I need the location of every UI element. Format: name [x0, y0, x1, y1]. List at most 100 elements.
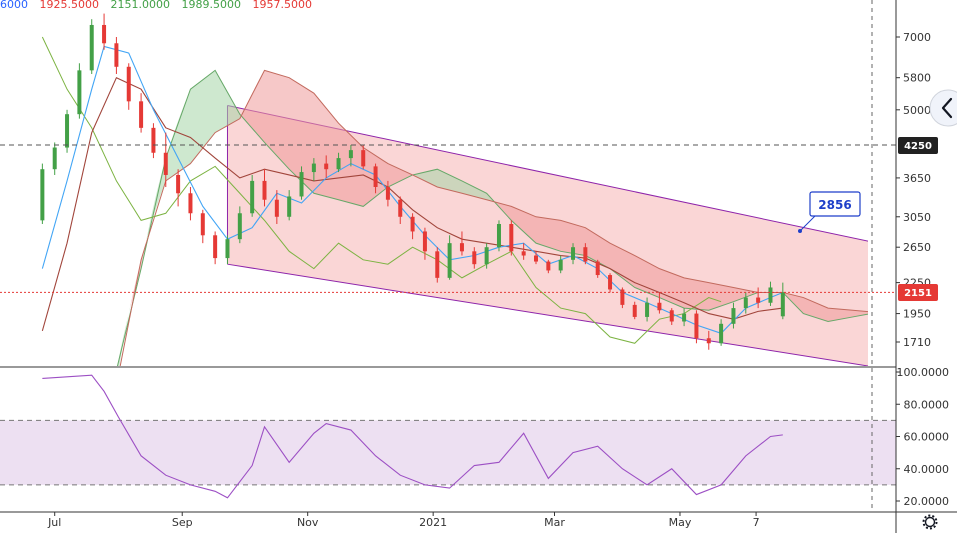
candle-body: [731, 308, 736, 324]
candle-body: [250, 180, 255, 214]
time-tick-label: May: [669, 516, 692, 529]
ohlc-value-2: 2151.0000: [111, 0, 171, 11]
candle-body: [213, 235, 218, 259]
candle-body: [89, 24, 94, 71]
candle-body: [311, 163, 316, 173]
candle-body: [719, 323, 724, 344]
candle-body: [780, 292, 785, 317]
time-tick-label: Jul: [47, 516, 61, 529]
candle-body: [299, 172, 304, 197]
candle-body: [151, 127, 156, 153]
gear-ring: [924, 516, 936, 528]
price-layer: [40, 13, 868, 366]
rsi-pane[interactable]: [0, 374, 896, 499]
callout-2856[interactable]: 2856: [798, 191, 861, 233]
ohlc-value-3: 1989.5000: [182, 0, 242, 11]
last-price-badge: 2151: [898, 284, 938, 301]
candle-body: [657, 302, 662, 311]
candle-body: [188, 193, 193, 214]
candle-body: [385, 186, 390, 200]
chevron-left-icon[interactable]: [929, 89, 957, 127]
candle-body: [200, 213, 205, 236]
candle-body: [484, 247, 489, 265]
candle-body: [398, 199, 403, 217]
channel-lower-line: [227, 263, 868, 366]
ohlc-header: 6000 1925.5000 2151.0000 1989.5000 1957.…: [0, 0, 312, 11]
candle-body: [509, 223, 514, 252]
callout-leader: [799, 215, 816, 232]
candle-body: [706, 338, 711, 344]
rsi-band-fill: [0, 420, 896, 485]
candle-body: [126, 66, 131, 102]
candle-body: [262, 180, 267, 200]
candle-body: [459, 243, 464, 252]
price-tick-label: 7000: [903, 31, 931, 44]
rsi-tick-label: 40.0000: [904, 463, 950, 476]
candle-body: [447, 243, 452, 278]
cloud-bear-segment: [496, 202, 759, 311]
candle-body: [620, 289, 625, 305]
price-tick-label: 5800: [903, 72, 931, 85]
candle-body: [682, 313, 687, 322]
candle-body: [65, 114, 70, 148]
price-tick-label: 3650: [903, 172, 931, 185]
candle-body: [77, 70, 82, 115]
rsi-tick-label: 100.0000: [897, 366, 950, 379]
last-price-text: 2151: [904, 288, 932, 299]
candle-body: [571, 247, 576, 260]
candle-body: [40, 169, 45, 221]
time-tick-label: Sep: [172, 516, 193, 529]
candle-body: [176, 174, 181, 194]
candle-body: [645, 302, 650, 317]
price-tick-label: 2650: [903, 241, 931, 254]
rsi-tick-label: 80.0000: [904, 398, 950, 411]
candle-body: [52, 147, 57, 170]
candle-body: [669, 310, 674, 322]
candle-body: [583, 247, 588, 262]
rsi-line: [42, 374, 783, 499]
candle-body: [102, 24, 107, 44]
cloud-bull-segment: [117, 305, 131, 366]
rsi-tick-label: 60.0000: [904, 431, 950, 444]
callout-anchor: [798, 229, 802, 233]
callout-text: 2856: [818, 198, 851, 212]
candle-body: [472, 251, 477, 265]
rsi-tick-label: 20.0000: [904, 495, 950, 508]
cloud-bull-segment: [146, 70, 243, 241]
price-tick-label: 5000: [903, 104, 931, 117]
price-pane[interactable]: [0, 13, 896, 386]
candle-body: [534, 255, 538, 262]
candle-body: [756, 297, 761, 303]
time-tick-label: 7: [753, 516, 760, 529]
chevron-path: [941, 97, 953, 119]
level-badge-bg: [898, 137, 938, 154]
candle-body: [225, 239, 230, 259]
cloud-bear-segment: [242, 70, 415, 207]
candle-body: [348, 150, 353, 159]
candle-body: [422, 231, 427, 252]
chikou-line: [41, 36, 722, 344]
candle-body: [410, 216, 415, 232]
senkou-b-line: [119, 69, 868, 366]
price-tick-label: 1950: [903, 308, 931, 321]
candle-body: [546, 261, 551, 271]
candle-body: [632, 304, 637, 317]
candle-body: [608, 275, 613, 290]
price-tick-label: 3050: [903, 211, 931, 224]
candle-body: [324, 163, 329, 170]
gear-teeth: [922, 514, 938, 530]
ohlc-value-0: 6000: [0, 0, 28, 11]
gear-icon[interactable]: [922, 514, 938, 530]
candle-body: [743, 297, 748, 309]
candle-body: [237, 213, 242, 240]
candle-body: [496, 223, 501, 248]
candle-body: [274, 199, 279, 217]
level-badge-text: 4250: [904, 141, 932, 152]
candle-body: [558, 259, 563, 271]
candle-body: [287, 196, 292, 217]
candle-body: [373, 166, 378, 187]
candle-body: [361, 150, 366, 167]
